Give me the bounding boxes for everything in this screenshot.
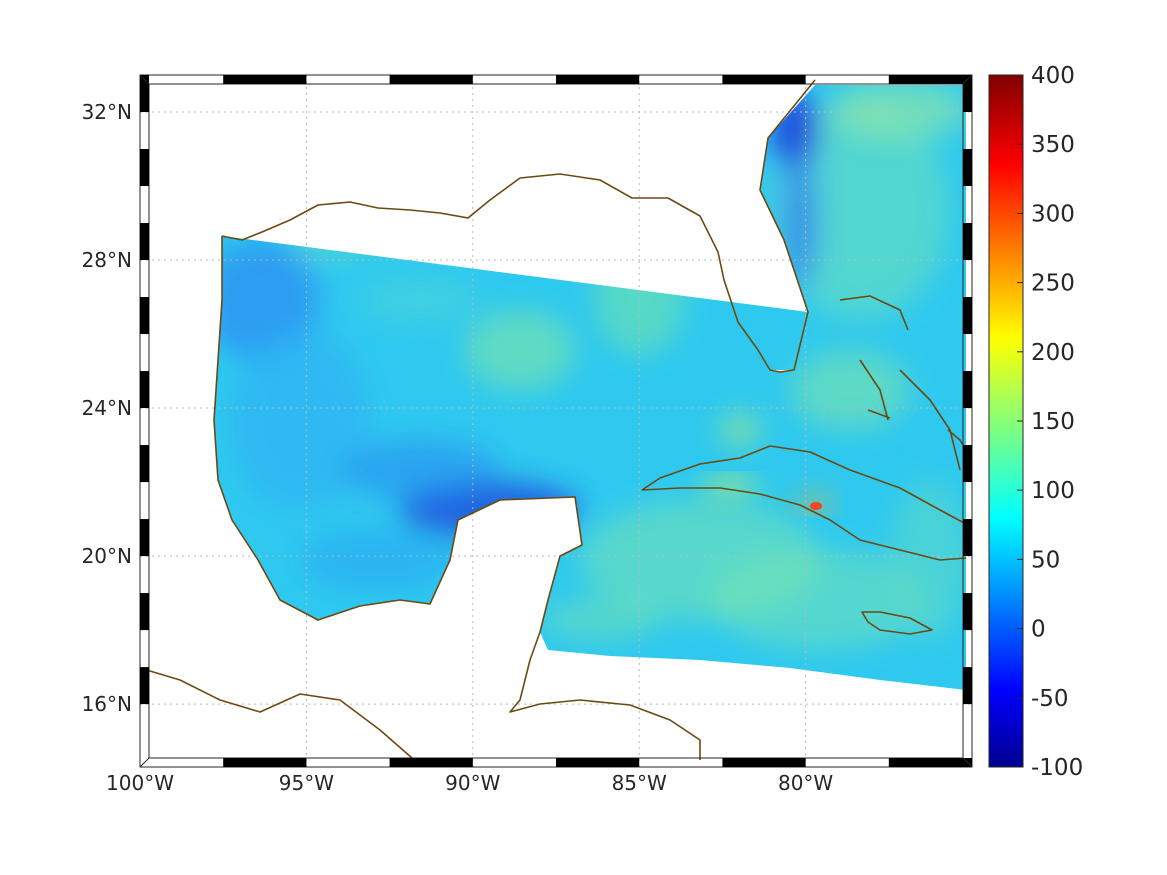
- frame-segment-right-7: [963, 445, 972, 483]
- frame-segment-right-9: [963, 371, 972, 409]
- colorbar-tick-label-2: 300: [1031, 201, 1075, 227]
- coastlines: [139, 79, 967, 766]
- frame-segment-right-13: [963, 223, 972, 261]
- colorbar-tick-label-5: 150: [1031, 409, 1075, 435]
- frame-segment-left-1: [140, 667, 149, 705]
- frame-segment-right-17: [963, 75, 972, 113]
- frame-segment-bottom-5: [556, 758, 640, 767]
- x-tick-label-4: 80°W: [778, 771, 833, 795]
- frame-segment-left-15: [140, 149, 149, 187]
- y-tick-label-0: 16°N: [82, 692, 132, 716]
- frame-segment-left-7: [140, 445, 149, 483]
- frame-segment-left-13: [140, 223, 149, 261]
- frame-segment-right-5: [963, 519, 972, 557]
- jamaica-coast: [861, 611, 933, 635]
- central-america-coast: [139, 667, 421, 766]
- frame-segment-bottom-3: [389, 758, 473, 767]
- mexico-coast: [213, 236, 701, 760]
- frame-segment-left-17: [140, 75, 149, 113]
- frame-corner-1: [962, 74, 973, 85]
- colorbar-tick-label-3: 250: [1031, 271, 1075, 297]
- frame-segment-right-15: [963, 149, 972, 187]
- frame-segment-left-5: [140, 519, 149, 557]
- frame-corner-2: [139, 757, 150, 768]
- frame-segment-bottom-7: [722, 758, 806, 767]
- colorbar-tick-label-1: 350: [1031, 132, 1075, 158]
- frame-segment-right-11: [963, 297, 972, 335]
- x-tick-label-0: 100°W: [106, 771, 174, 795]
- frame-corner-0: [139, 74, 150, 85]
- x-tick-label-2: 90°W: [445, 771, 500, 795]
- frame-segment-bottom-9: [888, 758, 972, 767]
- y-tick-label-2: 24°N: [82, 396, 132, 420]
- x-tick-label-1: 95°W: [279, 771, 334, 795]
- frame-segment-top-3: [389, 75, 473, 84]
- y-tick-label-3: 28°N: [82, 248, 132, 272]
- colorbar-ticks: 400 350 300 250 200 150 100 50 0 -50 -100: [1017, 63, 1083, 781]
- map-frame: [139, 74, 973, 768]
- colorbar-tick-label-9: -50: [1031, 686, 1069, 712]
- colorbar-tick-label-6: 100: [1031, 478, 1075, 504]
- frame-segment-top-7: [722, 75, 806, 84]
- y-axis-ticks: 16°N 20°N 24°N 28°N 32°N: [82, 100, 132, 716]
- frame-segment-bottom-1: [223, 758, 307, 767]
- frame-segment-right-3: [963, 593, 972, 631]
- colorbar: 400 350 300 250 200 150 100 50 0 -50 -100: [988, 63, 1083, 781]
- bahamas-coast: [839, 295, 961, 471]
- colorbar-tick-label-4: 200: [1031, 340, 1075, 366]
- x-tick-label-3: 85°W: [612, 771, 667, 795]
- frame-segment-left-9: [140, 371, 149, 409]
- frame-segment-top-1: [223, 75, 307, 84]
- colorbar-tick-label-7: 50: [1031, 547, 1060, 573]
- colorbar-tick-label-10: -100: [1031, 755, 1083, 781]
- colorbar-tick-label-0: 400: [1031, 63, 1075, 89]
- cuba-coast: [641, 445, 967, 561]
- y-tick-label-4: 32°N: [82, 100, 132, 124]
- frame-segment-top-9: [888, 75, 972, 84]
- gulf-coast: [221, 79, 816, 373]
- hotspot-core: [810, 502, 822, 510]
- data-field: [214, 85, 966, 690]
- x-axis-ticks: 100°W 95°W 90°W 85°W 80°W: [106, 771, 833, 795]
- frame-segment-right-1: [963, 667, 972, 705]
- frame-segment-top-5: [556, 75, 640, 84]
- frame-segment-left-3: [140, 593, 149, 631]
- frame-corner-3: [962, 757, 973, 768]
- colorbar-tick-label-8: 0: [1031, 617, 1046, 643]
- frame-segment-left-11: [140, 297, 149, 335]
- y-tick-label-1: 20°N: [82, 544, 132, 568]
